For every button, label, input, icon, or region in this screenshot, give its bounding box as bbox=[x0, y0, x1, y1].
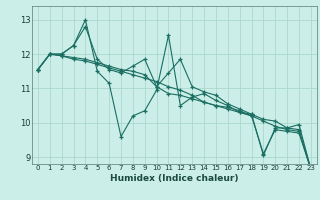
X-axis label: Humidex (Indice chaleur): Humidex (Indice chaleur) bbox=[110, 174, 239, 183]
